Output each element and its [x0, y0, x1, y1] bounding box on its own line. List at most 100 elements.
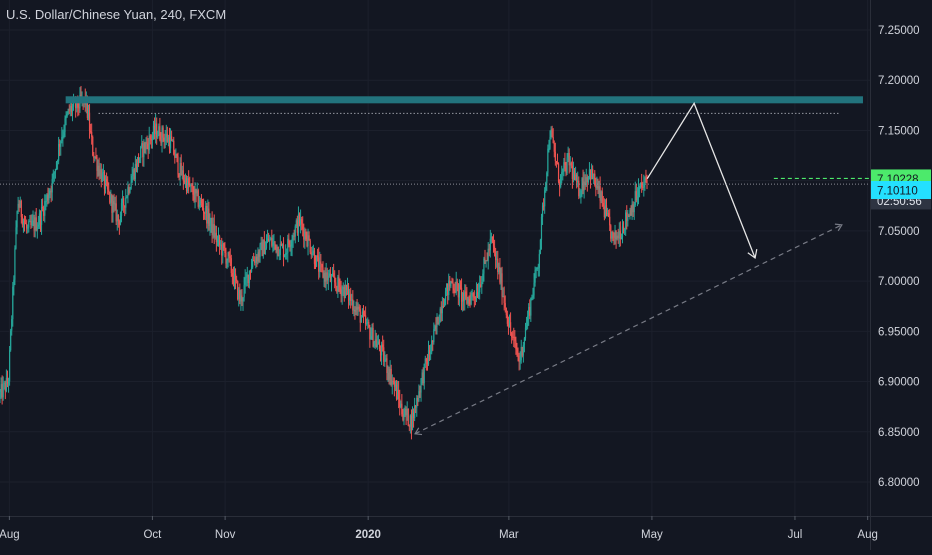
candle-body [399, 398, 401, 408]
candle-body [178, 174, 180, 178]
candle-body [513, 336, 515, 338]
candle-body [540, 216, 543, 240]
candle-body [218, 236, 221, 245]
candle-body [417, 398, 419, 402]
candle-body [243, 284, 245, 298]
candle-body [378, 341, 381, 349]
candle-body [564, 162, 566, 165]
candle-body [146, 142, 148, 144]
candle-body [443, 304, 446, 307]
candle-body [194, 188, 196, 200]
candle-body [339, 285, 341, 288]
candle-body [49, 190, 51, 195]
candle-body [550, 129, 552, 138]
candle-body [629, 210, 631, 217]
candle-body [102, 172, 104, 174]
candle-body [609, 216, 611, 226]
candle-body [326, 272, 328, 281]
candle-body [270, 238, 272, 241]
candle-body [446, 283, 448, 292]
candle-body [153, 125, 156, 134]
candle-body [60, 141, 62, 147]
candle-body [10, 330, 12, 351]
candle-body [360, 317, 362, 323]
candle-body [451, 281, 453, 283]
candle-body [486, 260, 488, 262]
candle-body [141, 143, 143, 147]
candle-body [354, 309, 356, 312]
candle-body [341, 289, 343, 296]
candle-body [303, 229, 305, 240]
projection-path [646, 101, 756, 259]
candle-body [131, 176, 133, 183]
candle-body [351, 299, 353, 301]
candle-body [344, 284, 346, 299]
candle-body [352, 299, 354, 311]
candle-body [582, 178, 584, 191]
candle-body [276, 246, 278, 253]
candle-body [167, 137, 170, 142]
candle-body [202, 207, 205, 213]
candle-body [252, 260, 254, 268]
candle-body [588, 169, 591, 177]
candle-body [200, 200, 203, 203]
candle-body [206, 205, 208, 224]
candle-body [308, 235, 310, 241]
candle-body [366, 322, 368, 324]
candle-body [570, 162, 572, 166]
candle-body [47, 194, 49, 200]
candle-body [12, 286, 14, 320]
candle-body [436, 317, 438, 327]
candle-body [375, 339, 377, 347]
candle-body [282, 245, 285, 258]
candle-body [297, 214, 300, 233]
candle-body [228, 252, 230, 257]
candle-body [527, 315, 529, 327]
candle-body [213, 224, 215, 238]
candle-body [168, 137, 171, 149]
candle-body [574, 174, 577, 181]
candle-body [95, 156, 97, 158]
candle-body [362, 311, 365, 315]
candle-body [224, 248, 226, 253]
candle-body [546, 172, 548, 183]
candle-body [269, 240, 271, 242]
candle-body [37, 224, 39, 227]
candle-body [597, 186, 599, 189]
candle-body [172, 140, 174, 142]
candle-body [337, 276, 339, 292]
candle-body [61, 136, 63, 142]
candle-body [193, 194, 195, 200]
candle-body [188, 178, 190, 186]
candle-body [237, 281, 239, 300]
time-axis[interactable]: Aug Oct Nov 2020 Mar May Jul Aug [0, 516, 932, 541]
candle-body [234, 273, 237, 280]
candle-body [299, 219, 302, 225]
candle-body [271, 238, 273, 246]
candle-body [16, 211, 18, 228]
candle-body [524, 327, 527, 339]
candle-body [281, 245, 284, 247]
price-axis[interactable]: 7.250007.200007.150007.100007.050007.000… [870, 0, 932, 550]
y-tick-label: 7.20000 [878, 75, 920, 87]
candle-body [33, 220, 35, 231]
candle-body [343, 286, 345, 299]
candle-body [586, 177, 588, 183]
candle-body [373, 341, 375, 347]
candle-body [264, 248, 267, 255]
candle-body [516, 349, 518, 355]
candle-body [552, 137, 554, 144]
candle-body [291, 240, 293, 247]
y-tick-label: 7.25000 [878, 25, 920, 37]
candle-body [492, 241, 495, 247]
candle-body [214, 232, 216, 238]
candle-body [501, 273, 503, 297]
candle-body [560, 174, 562, 187]
candle-body [537, 267, 539, 269]
candle-body [240, 295, 242, 302]
candle-body [530, 298, 532, 316]
candle-body [589, 169, 592, 180]
candle-body [14, 248, 16, 280]
